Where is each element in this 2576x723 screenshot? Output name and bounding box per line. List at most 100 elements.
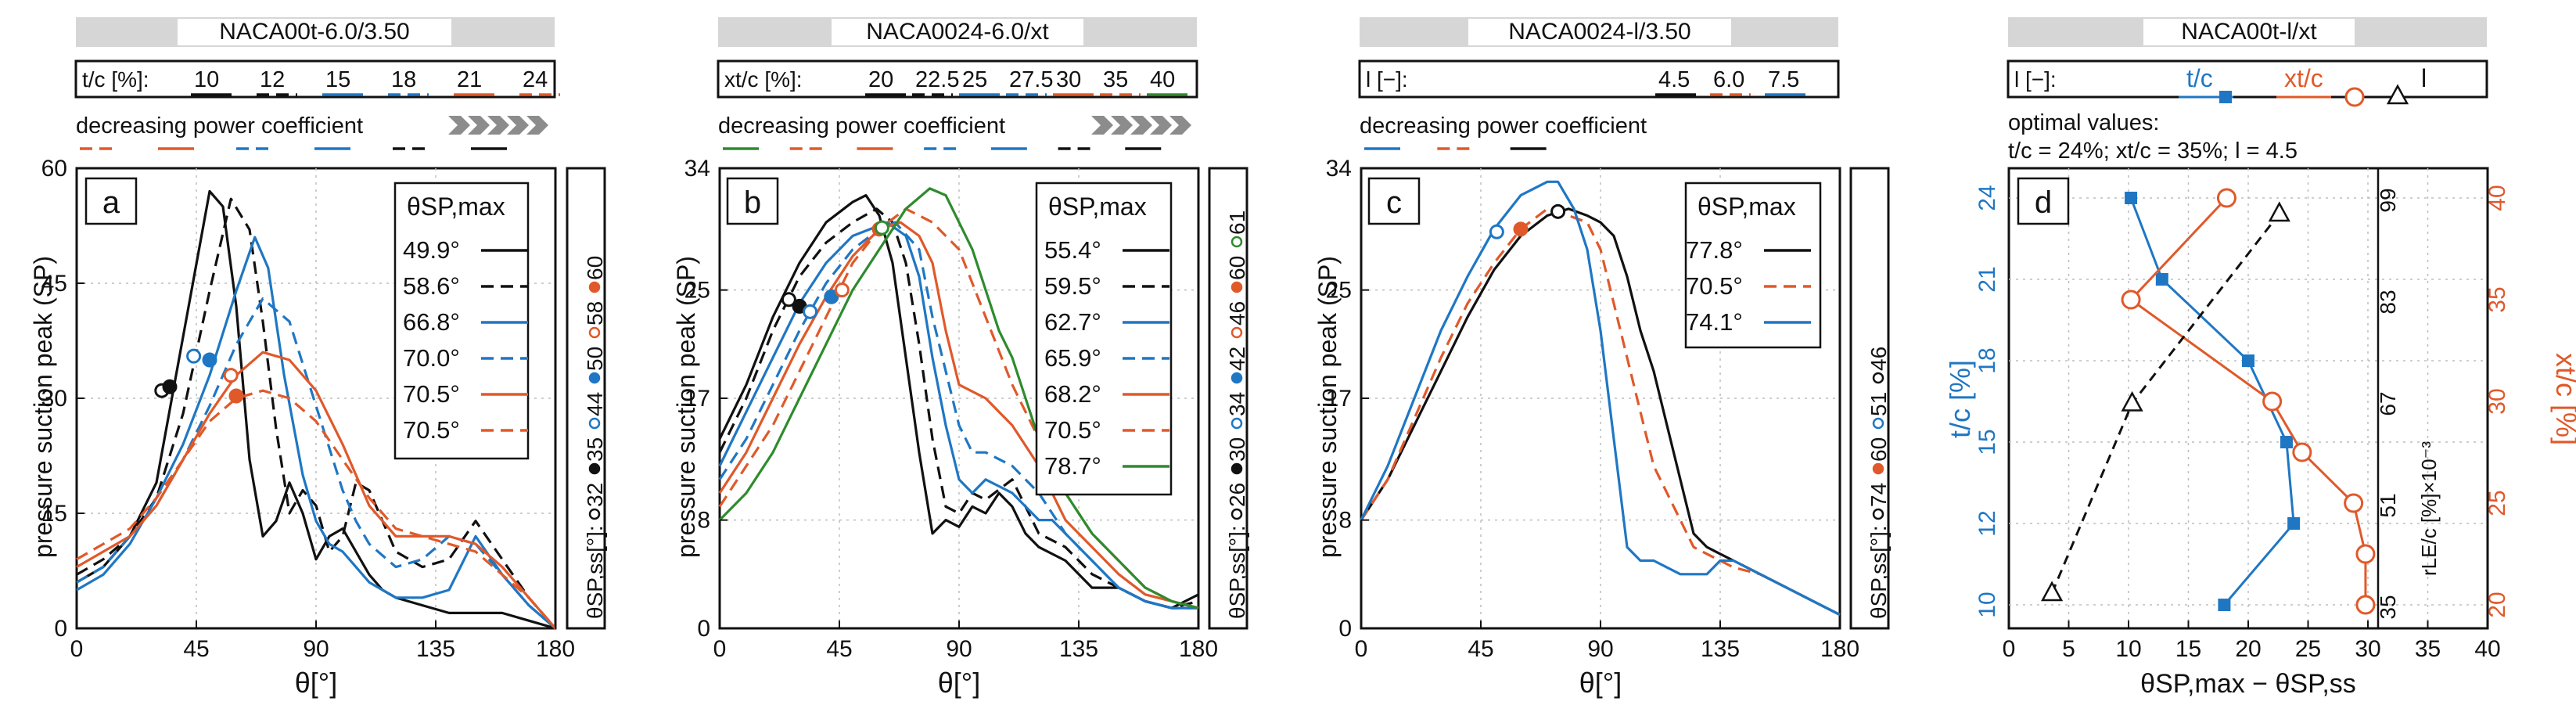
ss-point — [874, 220, 889, 236]
theta-ss-marker — [588, 417, 601, 430]
legend-key-value: 10 — [194, 67, 219, 92]
x-tick-label: 135 — [416, 636, 455, 662]
x-axis-label: θ[°] — [1579, 667, 1622, 699]
theta-ss-value: 58 — [583, 301, 607, 326]
y-left-tick-label: 24 — [1974, 185, 2000, 210]
legend-theta-max: 74.1° — [1686, 308, 1743, 336]
theta-ss-value: 35 — [583, 437, 607, 462]
theta-ss-marker — [1231, 236, 1243, 248]
legend-entry-label: l — [2421, 64, 2427, 92]
theta-ss-value: 46 — [1225, 301, 1249, 326]
x-tick-label: 45 — [1468, 636, 1493, 662]
x-tick-label: 30 — [2355, 636, 2380, 662]
y-right-tick-label: 40 — [2484, 185, 2510, 210]
theta-ss-marker — [1872, 372, 1884, 384]
panel-b-title: NACA0024-6.0/xt — [866, 19, 1049, 45]
legend-key-value: 27.5 — [1009, 67, 1053, 92]
legend-theta-max: 77.8° — [1686, 236, 1743, 264]
theta-ss-marker — [588, 281, 601, 293]
power-label: decreasing power coefficient — [718, 113, 1005, 138]
y-tick-label: 8 — [697, 508, 710, 534]
x-tick-label: 35 — [2415, 636, 2441, 662]
panel-label-d: d — [2035, 185, 2052, 220]
theta-ss-value: 51 — [1866, 392, 1891, 416]
theta-ss-marker — [1231, 508, 1243, 520]
theta-ss-marker — [1872, 417, 1884, 430]
x-tick-label: 15 — [2175, 636, 2201, 662]
tc-marker — [2125, 192, 2138, 204]
legend-key-value: 24 — [523, 67, 548, 92]
x-tick-label: 180 — [1179, 636, 1218, 662]
legend-theta-max: 78.7° — [1044, 452, 1101, 480]
x-tick-label: 0 — [2003, 636, 2016, 662]
series-line — [718, 187, 1199, 610]
y-axis-label: pressure suction peak (SP) — [672, 256, 700, 558]
y-left-tick-label: 10 — [1974, 592, 2000, 617]
y-axis-label: pressure suction peak (SP) — [29, 256, 57, 558]
panel-label-a: a — [102, 185, 120, 220]
legend-key-value: 4.5 — [1658, 67, 1690, 92]
legend-theta-max: 70.5° — [1044, 416, 1101, 444]
theta-ss-marker — [1231, 281, 1243, 293]
y-mid-label: rLE/c [%]×10⁻³ — [2417, 441, 2441, 576]
panel-label-c: c — [1386, 185, 1402, 220]
chevron-arrow-icon — [1169, 116, 1191, 135]
panel-label-b: b — [744, 185, 761, 220]
series-line — [718, 194, 1199, 610]
chevron-arrow-icon — [526, 116, 548, 135]
theta-ss-marker — [588, 372, 601, 384]
y-tick-label: 17 — [1326, 386, 1352, 412]
xtc-marker — [2292, 442, 2312, 462]
legend-key-value: 20 — [868, 67, 893, 92]
x-axis-label: θ[°] — [295, 667, 337, 699]
theta-ss-strip: θSP,ss[°]: 26 30 34 42 46 60 61 — [1225, 210, 1249, 619]
tc-marker — [2280, 436, 2293, 448]
theta-ss-value: 74 — [1866, 483, 1891, 507]
panel-c: NACA0024-l/3.50 l [−]: 4.5 6.0 7.5 decreas… — [1313, 17, 1891, 699]
series-line — [76, 189, 556, 630]
y-mid-tick-label: 35 — [2376, 595, 2400, 619]
theta-ss-marker — [1872, 508, 1884, 520]
theta-ss-value: 46 — [1866, 347, 1891, 371]
panel-a-title: NACA00t-6.0/3.50 — [219, 19, 409, 45]
theta-max-box — [393, 182, 530, 460]
tc-marker — [2242, 354, 2254, 367]
x-tick-label: 180 — [536, 636, 575, 662]
y-mid-tick-label: 99 — [2376, 188, 2400, 212]
legend-marker — [2386, 84, 2409, 105]
series-line — [76, 197, 557, 630]
ss-point — [803, 304, 818, 319]
xtc-marker — [2216, 188, 2236, 208]
tc-marker — [2287, 517, 2301, 530]
x-tick-label: 90 — [303, 636, 329, 662]
legend-key-value: 21 — [457, 67, 482, 92]
theta-ss-value: 44 — [583, 392, 607, 416]
theta-max-title: θSP,max — [407, 192, 505, 221]
theta-ss-value: 42 — [1225, 347, 1249, 371]
ss-point — [1513, 221, 1529, 237]
legend-key-value: 22.5 — [915, 67, 959, 92]
legend-key-value: 25 — [962, 67, 987, 92]
x-tick-label: 5 — [2062, 636, 2075, 662]
optimal-label: optimal values: — [2008, 110, 2159, 135]
legend-entry-label: t/c — [2186, 64, 2213, 92]
series-line — [76, 351, 557, 630]
theta-ss-value: 32 — [583, 483, 607, 507]
y-mid-tick-label: 67 — [2376, 391, 2400, 415]
y-right-label: xt/c [%] — [2550, 353, 2576, 445]
x-tick-label: 0 — [70, 636, 84, 662]
x-axis-label: θSP,max − θSP,ss — [2140, 669, 2356, 699]
legend-key-value: 15 — [325, 67, 350, 92]
legend-theta-max: 70.5° — [403, 416, 460, 444]
y-tick-label: 0 — [1338, 616, 1352, 642]
series-line — [76, 236, 557, 630]
ss-point — [1489, 224, 1504, 239]
x-tick-label: 40 — [2474, 636, 2500, 662]
theta-ss-marker — [588, 462, 601, 475]
panel-d: NACA00t-l/xt l [−]: t/c xt/c l optimal val… — [1944, 17, 2576, 699]
y-tick-label: 45 — [41, 271, 67, 297]
panel-b: NACA0024-6.0/xt xt/c [%]: 20 22.5 25 27.5 30… — [672, 17, 1249, 699]
legend-theta-max: 62.7° — [1044, 308, 1101, 336]
y-left-label: t/c [%] — [1944, 360, 1976, 438]
